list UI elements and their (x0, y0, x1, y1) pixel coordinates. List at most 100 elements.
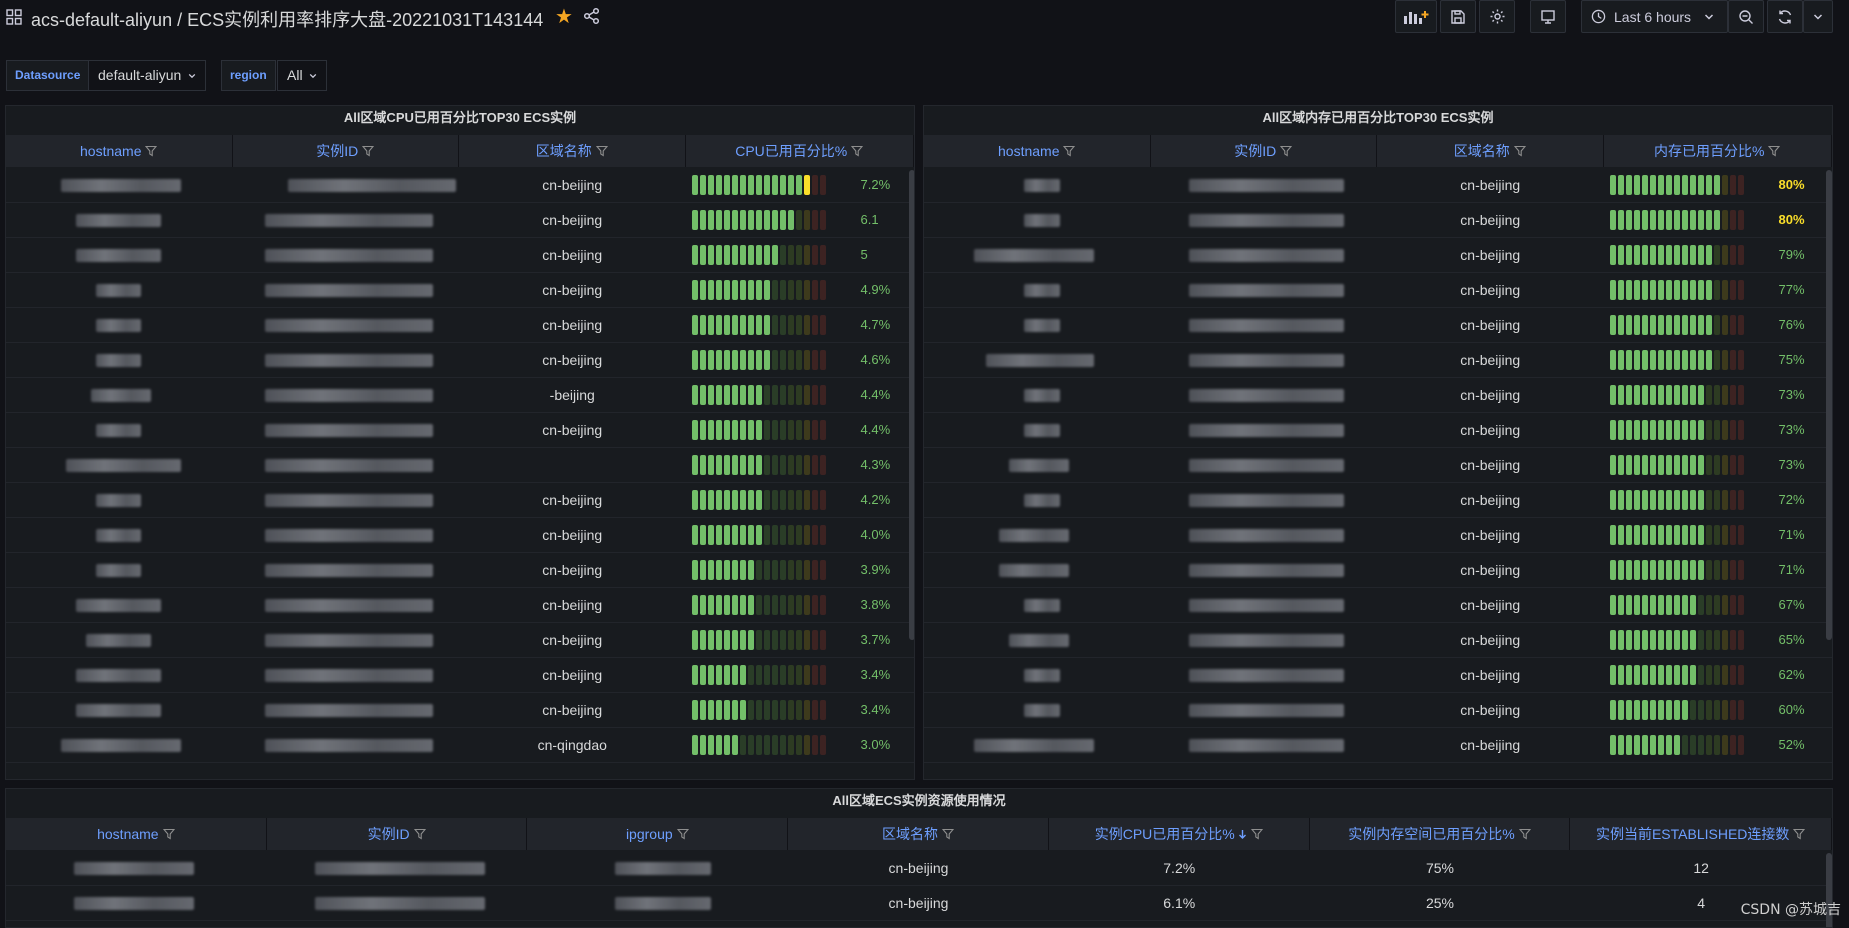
column-header[interactable]: 实例内存空间已用百分比% (1310, 818, 1571, 850)
table-row[interactable]: cn-beijing 60% (924, 693, 1832, 728)
table-row[interactable]: cn-beijing 67% (924, 588, 1832, 623)
table-row[interactable]: cn-beijing 4.4% (6, 413, 914, 448)
table-row[interactable]: cn-beijing 65% (924, 623, 1832, 658)
column-header[interactable]: hostname (6, 135, 233, 167)
gauge-segment (747, 280, 754, 300)
star-icon[interactable]: ★ (555, 6, 573, 28)
gauge-segment (1649, 630, 1656, 650)
datasource-select[interactable]: default-aliyun (88, 60, 206, 91)
table-row[interactable]: cn-beijing 71% (924, 553, 1832, 588)
dashboard-title[interactable]: acs-default-aliyun / ECS实例利用率排序大盘-202210… (31, 10, 544, 30)
table-row[interactable]: cn-beijing 3.9% (6, 553, 914, 588)
column-header[interactable]: 区域名称 (459, 135, 686, 167)
column-header[interactable]: 内存已用百分比% (1604, 135, 1832, 167)
table-row[interactable]: cn-beijing 4.0% (6, 518, 914, 553)
region-select[interactable]: All (277, 60, 327, 91)
table-row[interactable]: cn-beijing 6.1 (6, 203, 914, 238)
column-header[interactable]: hostname (6, 818, 267, 850)
filter-icon[interactable] (1513, 145, 1526, 157)
gauge-segment (771, 315, 778, 335)
filter-icon[interactable] (145, 145, 158, 157)
time-range-picker[interactable]: Last 6 hours (1581, 0, 1728, 33)
filter-icon[interactable] (851, 145, 864, 157)
table-row[interactable]: cn-beijing 73% (924, 378, 1832, 413)
table-row[interactable]: cn-beijing 52% (924, 728, 1832, 763)
table-row[interactable]: cn-beijing 76% (924, 308, 1832, 343)
table-row[interactable]: cn-beijing 73% (924, 413, 1832, 448)
column-header[interactable]: 实例CPU已用百分比% (1049, 818, 1310, 850)
table-row[interactable]: cn-beijing 77% (924, 273, 1832, 308)
filter-icon[interactable] (1250, 828, 1263, 840)
filter-icon[interactable] (676, 828, 689, 840)
filter-icon[interactable] (1768, 145, 1781, 157)
column-header[interactable]: 实例ID (1151, 135, 1377, 167)
table-row[interactable]: cn-beijing 80% (924, 168, 1832, 203)
table-row[interactable]: cn-beijing 7.2% 75% 12 (6, 851, 1832, 886)
table-row[interactable]: cn-beijing 3.8% (6, 588, 914, 623)
table-row[interactable]: cn-beijing 73% (924, 448, 1832, 483)
tv-mode-button[interactable] (1530, 0, 1566, 33)
redacted-cell (6, 728, 233, 762)
column-header[interactable]: 实例ID (267, 818, 528, 850)
column-header[interactable]: 实例当前ESTABLISHED连接数 (1570, 818, 1832, 850)
refresh-interval-dropdown[interactable] (1803, 0, 1833, 33)
gauge-segment (1641, 280, 1648, 300)
table-row[interactable]: cn-beijing 80% (924, 203, 1832, 238)
column-header[interactable]: hostname (924, 135, 1151, 167)
column-header[interactable]: CPU已用百分比% (686, 135, 914, 167)
table-row[interactable]: cn-qingdao 3.0% (6, 728, 914, 763)
table-row[interactable]: cn-beijing 79% (924, 238, 1832, 273)
filter-icon[interactable] (1518, 828, 1531, 840)
filter-icon[interactable] (942, 828, 955, 840)
table-row[interactable]: cn-beijing 4.9% (6, 273, 914, 308)
gauge-segment (819, 210, 826, 230)
add-panel-button[interactable] (1395, 0, 1437, 33)
gauge-segment (723, 490, 730, 510)
table-row[interactable]: 4.3% (6, 448, 914, 483)
filter-icon[interactable] (162, 828, 175, 840)
scrollbar[interactable] (909, 170, 914, 640)
table-row[interactable]: cn-beijing 3.7% (6, 623, 914, 658)
refresh-button[interactable] (1767, 0, 1803, 33)
bar-gauge-cell: 76% (1604, 308, 1833, 342)
table-row[interactable]: cn-beijing 75% (924, 343, 1832, 378)
scrollbar[interactable] (1826, 853, 1832, 927)
gauge-segment (779, 630, 786, 650)
zoom-out-button[interactable] (1728, 0, 1764, 33)
table-row[interactable]: cn-beijing 71% (924, 518, 1832, 553)
scrollbar[interactable] (1826, 170, 1832, 640)
column-header[interactable]: 区域名称 (788, 818, 1049, 850)
table-row[interactable]: -beijing 4.4% (6, 378, 914, 413)
table-row[interactable]: cn-beijing 4.6% (6, 343, 914, 378)
table-row[interactable]: cn-beijing 7.2% (6, 168, 914, 203)
table-row[interactable]: cn-beijing 5 (6, 238, 914, 273)
gauge-segment (819, 630, 826, 650)
table-row[interactable]: cn-beijing 3.4% (6, 658, 914, 693)
column-header[interactable]: 实例ID (233, 135, 459, 167)
gauge-segment (811, 595, 818, 615)
gauge-segment (1729, 630, 1736, 650)
column-header[interactable]: 区域名称 (1377, 135, 1604, 167)
table-row[interactable]: cn-beijing 6.1% 25% 4 (6, 886, 1832, 921)
save-dashboard-button[interactable] (1440, 0, 1476, 33)
table-row[interactable]: cn-beijing 72% (924, 483, 1832, 518)
gauge-segment (819, 700, 826, 720)
table-row[interactable]: cn-beijing 62% (924, 658, 1832, 693)
filter-icon[interactable] (1793, 828, 1806, 840)
gauge-segment (1641, 175, 1648, 195)
filter-icon[interactable] (413, 828, 426, 840)
table-row[interactable]: cn-beijing 3.4% (6, 693, 914, 728)
filter-icon[interactable] (1063, 145, 1076, 157)
redacted-cell (233, 483, 460, 517)
column-header[interactable]: ipgroup (527, 818, 789, 850)
share-icon[interactable] (583, 7, 601, 25)
filter-icon[interactable] (362, 145, 375, 157)
table-row[interactable]: cn-beijing 4.2% (6, 483, 914, 518)
gauge-segment (795, 735, 802, 755)
gauge-value: 75% (1778, 352, 1805, 367)
filter-icon[interactable] (595, 145, 608, 157)
table-row[interactable]: cn-beijing 4.7% (6, 308, 914, 343)
dashboard-settings-button[interactable] (1479, 0, 1515, 33)
dashboards-grid-icon[interactable] (6, 9, 22, 25)
filter-icon[interactable] (1280, 145, 1293, 157)
